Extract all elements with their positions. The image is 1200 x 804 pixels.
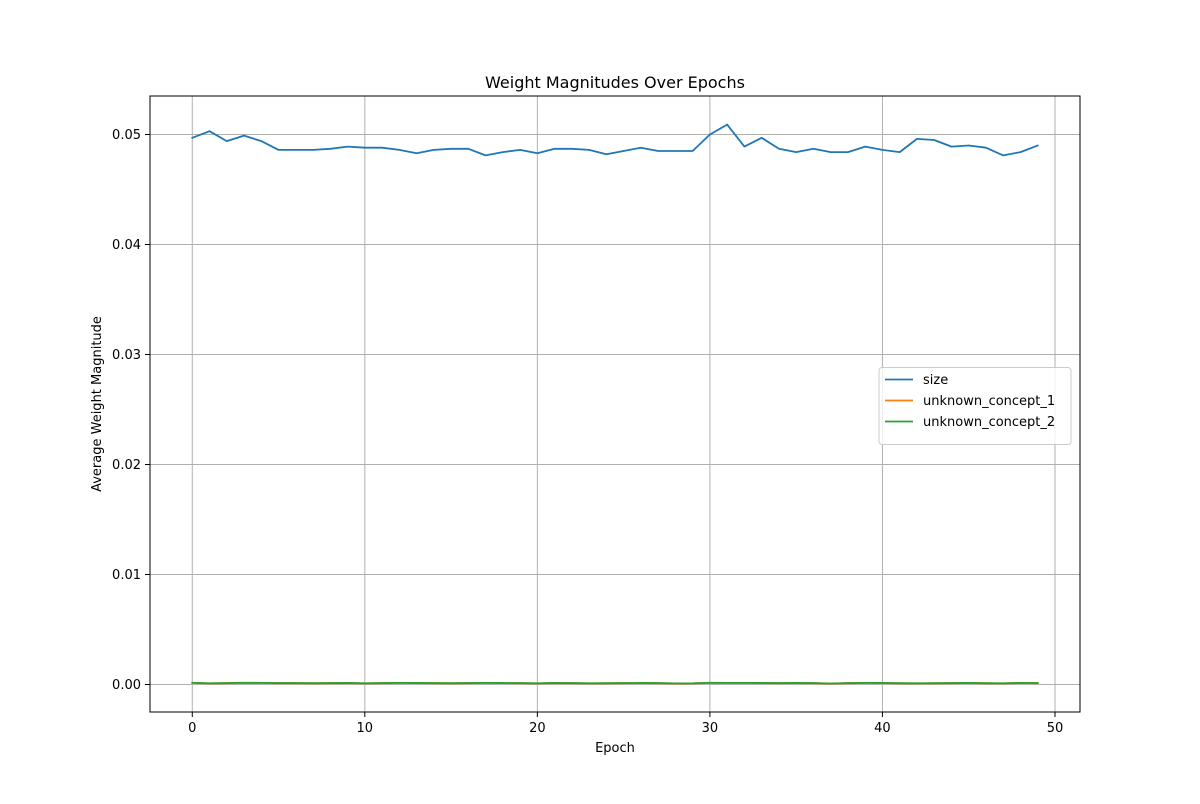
legend-label: unknown_concept_2 bbox=[923, 415, 1055, 430]
legend-box bbox=[878, 367, 1072, 445]
series-line-size bbox=[191, 123, 1039, 157]
legend-label: size bbox=[923, 373, 948, 388]
x-tick-label: 40 bbox=[874, 721, 891, 736]
grid bbox=[150, 96, 1080, 712]
x-axis-label: Epoch bbox=[595, 741, 635, 756]
y-tick-label: 0.00 bbox=[112, 678, 141, 693]
y-tick-label: 0.02 bbox=[112, 458, 141, 473]
y-tick-label: 0.04 bbox=[112, 238, 141, 253]
plot-area-frame bbox=[149, 95, 1081, 713]
series-lines bbox=[191, 123, 1039, 685]
x-tick-label: 10 bbox=[357, 721, 374, 736]
y-tick-label: 0.01 bbox=[112, 568, 141, 583]
series-line-unknown-concept-2 bbox=[191, 681, 1039, 685]
x-tick-label: 50 bbox=[1047, 721, 1064, 736]
y-tick-label: 0.03 bbox=[112, 348, 141, 363]
legend-label: unknown_concept_1 bbox=[923, 394, 1055, 409]
chart-title: Weight Magnitudes Over Epochs bbox=[485, 73, 745, 92]
y-axis-label: Average Weight Magnitude bbox=[90, 316, 105, 492]
axis-ticks: 0 10 20 30 40 50 0.00 0.01 0.02 0.03 0.04 0.05 bbox=[112, 128, 1063, 736]
legend: size unknown_concept_1 unknown_concept_2 bbox=[878, 367, 1072, 445]
x-tick-label: 30 bbox=[702, 721, 719, 736]
y-tick-label: 0.05 bbox=[112, 128, 141, 143]
x-tick-label: 20 bbox=[529, 721, 546, 736]
x-tick-label: 0 bbox=[188, 721, 196, 736]
